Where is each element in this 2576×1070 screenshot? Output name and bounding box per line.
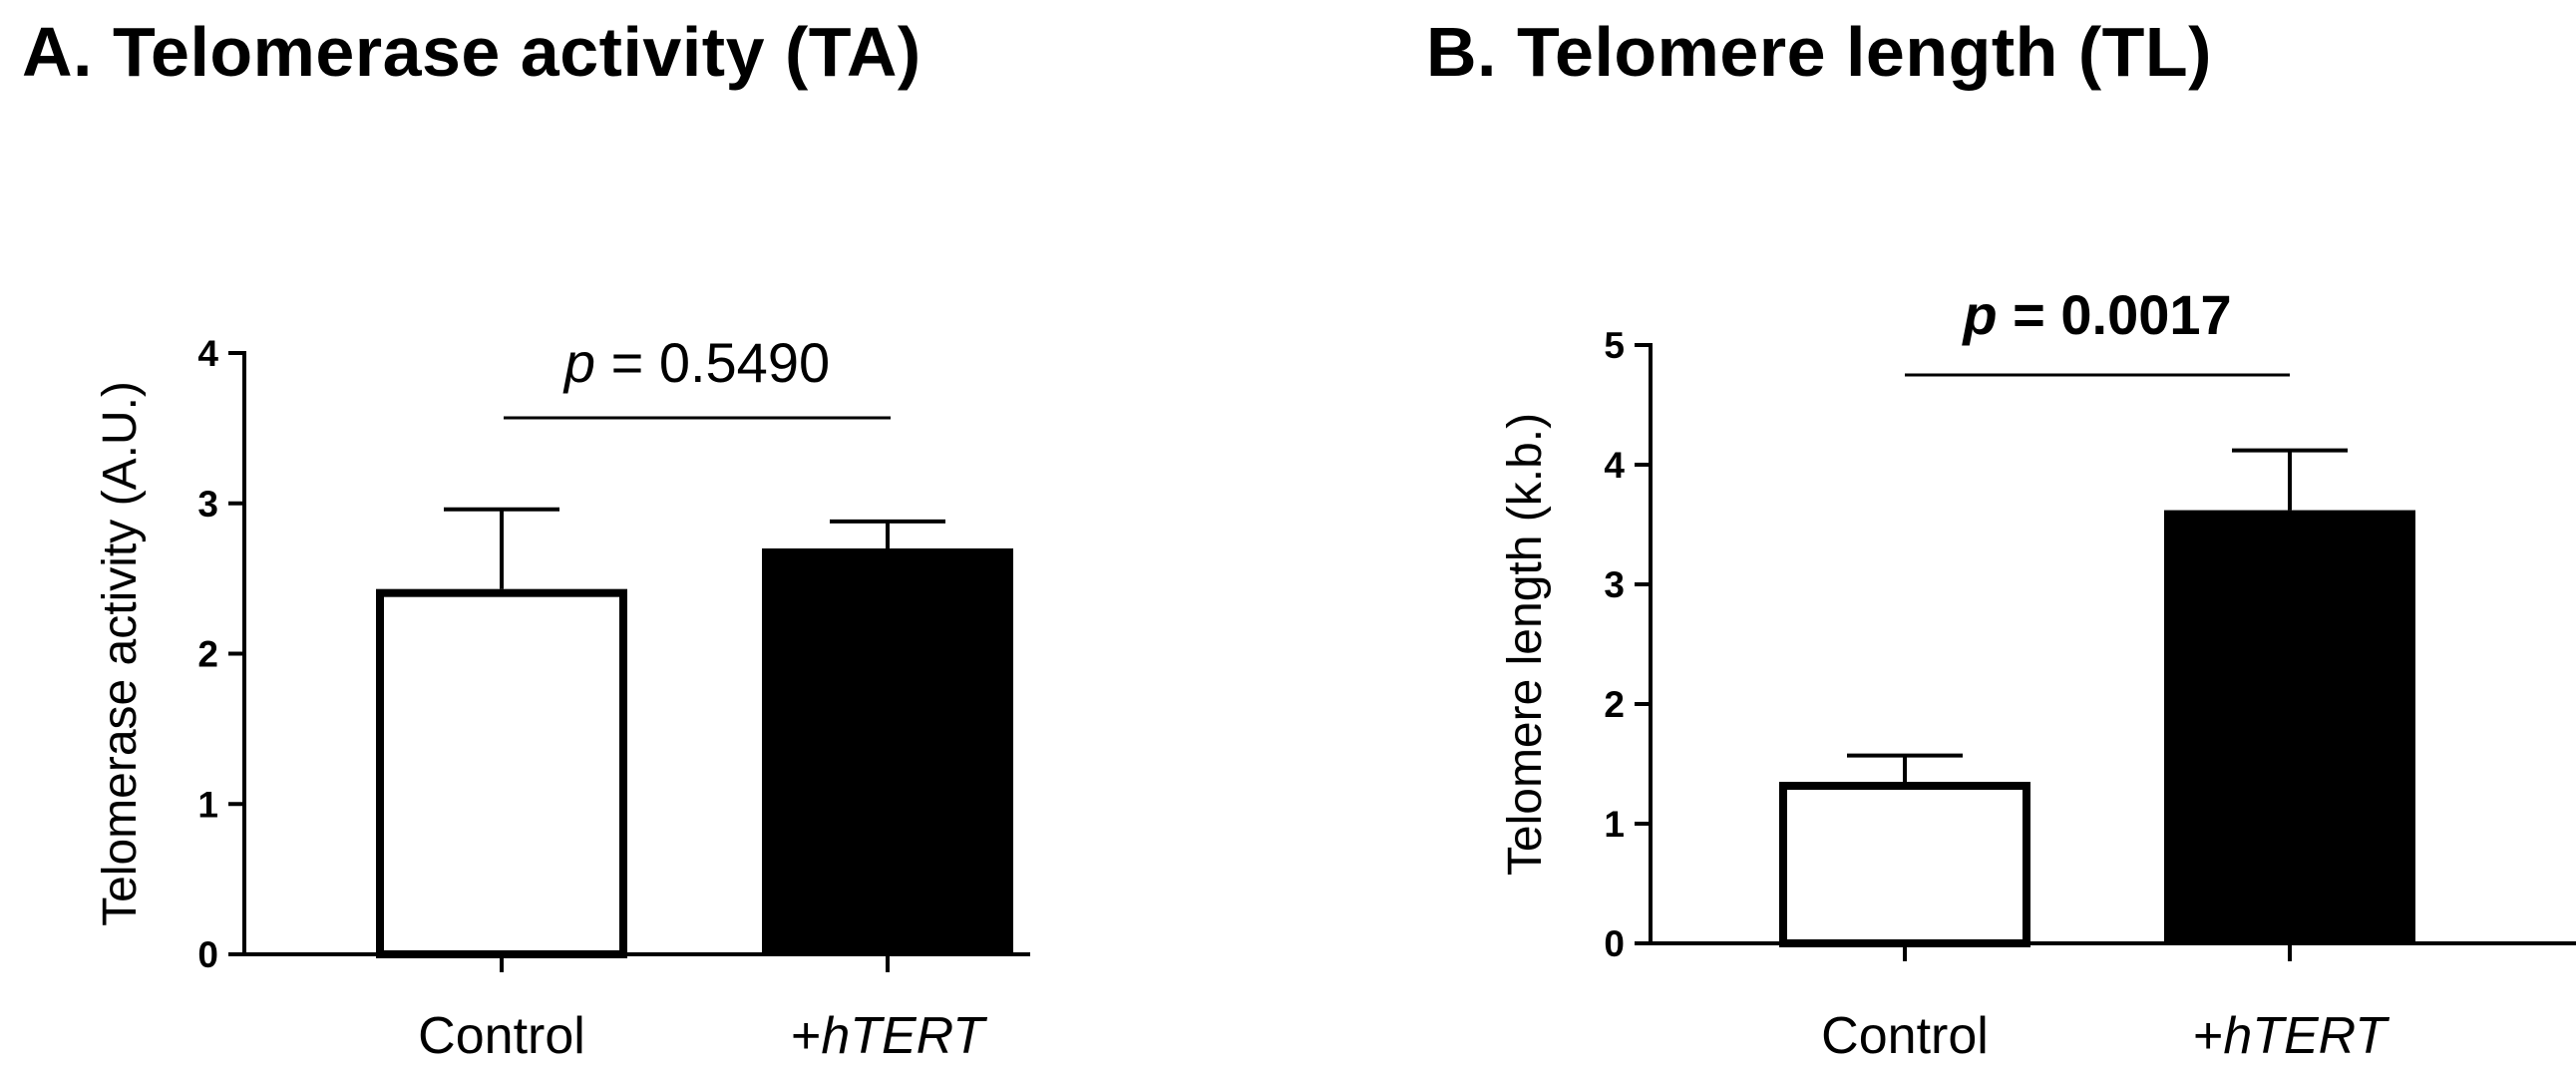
p0-p-value-label: p = 0.5490 — [562, 331, 830, 394]
p0-y-tick-label-2: 2 — [197, 634, 218, 675]
p0-y-tick-label-1: 1 — [197, 784, 218, 825]
panel-a-title: A. Telomerase activity (TA) — [22, 13, 921, 91]
p0-category-label-1: +hTERT — [791, 1007, 987, 1065]
p0-y-tick-label-0: 0 — [197, 934, 218, 975]
p0-bar-1 — [762, 547, 1013, 954]
p0-y-axis-label: Telomerase activity (A.U.) — [94, 381, 147, 926]
p0-y-tick-label-3: 3 — [197, 484, 218, 525]
p0-y-tick-label-4: 4 — [197, 333, 218, 374]
p0-bar-0 — [376, 588, 627, 958]
panel-b-title: B. Telomere length (TL) — [1426, 13, 2212, 91]
p0-category-label-0: Control — [418, 1007, 585, 1065]
